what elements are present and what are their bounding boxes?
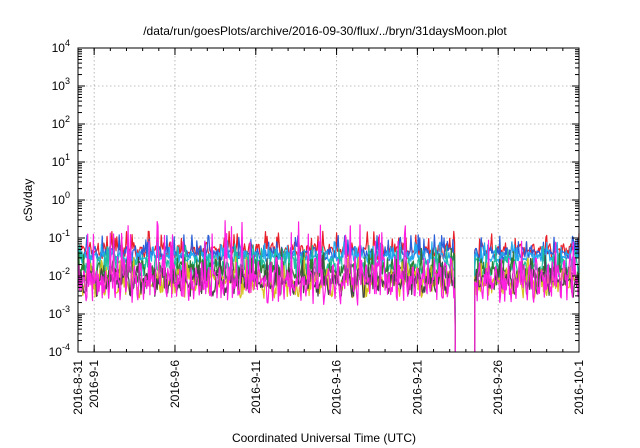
y-tick-label: 100	[52, 190, 70, 207]
y-axis: 104 103 102 101 100 10-1 10-2 10-3 10-4	[49, 38, 579, 359]
y-tick-label: 101	[52, 152, 70, 169]
x-tick-label: 2016-9-6	[168, 360, 182, 408]
y-tick-label: 102	[52, 114, 70, 131]
y-tick-label: 104	[52, 38, 70, 55]
x-tick-label: 2016-8-31	[71, 360, 85, 415]
y-tick-label: 10-3	[49, 304, 70, 321]
y-tick-label: 10-2	[49, 266, 70, 283]
y-tick-label: 103	[52, 76, 70, 93]
x-tick-label: 2016-9-11	[249, 360, 263, 414]
x-tick-label: 2016-10-1	[572, 360, 586, 415]
x-axis: 2016-8-31 2016-9-1 2016-9-6 2016-9-11 2016-9…	[71, 48, 586, 415]
series-line-8	[77, 220, 580, 353]
y-tick-label: 10-4	[49, 342, 70, 359]
x-tick-label: 2016-9-16	[330, 360, 344, 415]
series-layer	[77, 220, 580, 353]
x-axis-label: Coordinated Universal Time (UTC)	[232, 431, 416, 445]
y-tick-label: 10-1	[49, 228, 70, 245]
plot-background	[78, 48, 579, 352]
y-axis-label: cSv/day	[21, 179, 35, 222]
x-tick-label: 2016-9-1	[87, 360, 101, 408]
x-tick-label: 2016-9-26	[491, 360, 505, 415]
chart-title: /data/run/goesPlots/archive/2016-09-30/f…	[143, 24, 507, 38]
x-tick-label: 2016-9-21	[410, 360, 424, 415]
